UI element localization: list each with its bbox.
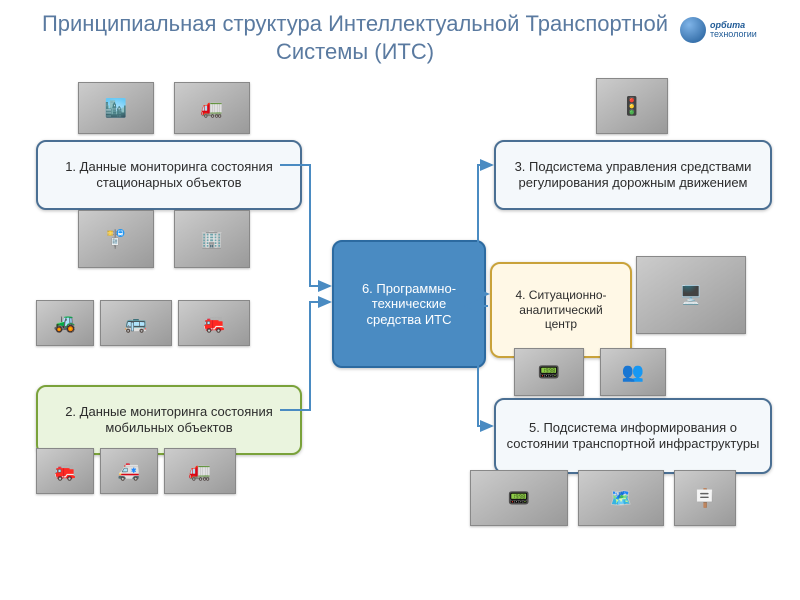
node-label: 4. Ситуационно-аналитический центр bbox=[502, 288, 620, 331]
thumb-mr1: 🖥️ bbox=[636, 256, 746, 334]
node-label: 1. Данные мониторинга состояния стациона… bbox=[48, 159, 290, 190]
node-its-core: 6. Программно-технические средства ИТС bbox=[332, 240, 486, 368]
thumb-v4: 🚒 bbox=[36, 448, 94, 494]
thumb-tl1: 🏙️ bbox=[78, 82, 154, 134]
node-label: 6. Программно-технические средства ИТС bbox=[344, 281, 474, 328]
thumb-ml1: 🚏 bbox=[78, 210, 154, 268]
thumb-b1: 📟 bbox=[470, 470, 568, 526]
thumb-tr1: 🚦 bbox=[596, 78, 668, 134]
thumb-b2: 🗺️ bbox=[578, 470, 664, 526]
node-analytical-center: 4. Ситуационно-аналитический центр bbox=[490, 262, 632, 358]
node-monitoring-mobile: 2. Данные мониторинга состояния мобильны… bbox=[36, 385, 302, 455]
node-monitoring-stationary: 1. Данные мониторинга состояния стациона… bbox=[36, 140, 302, 210]
thumb-tl2: 🚛 bbox=[174, 82, 250, 134]
node-information-subsystem: 5. Подсистема информирования о состоянии… bbox=[494, 398, 772, 474]
globe-icon bbox=[680, 17, 706, 43]
page-title: Принципиальная структура Интеллектуально… bbox=[30, 10, 680, 65]
thumb-v5: 🚑 bbox=[100, 448, 158, 494]
brand-logo: орбита технологии bbox=[680, 6, 790, 54]
thumb-v6: 🚛 bbox=[164, 448, 236, 494]
brand-subline: технологии bbox=[710, 30, 757, 39]
thumb-v1: 🚜 bbox=[36, 300, 94, 346]
thumb-v2: 🚌 bbox=[100, 300, 172, 346]
node-traffic-control: 3. Подсистема управления средствами регу… bbox=[494, 140, 772, 210]
thumb-ml2: 🏢 bbox=[174, 210, 250, 268]
thumb-b3: 🪧 bbox=[674, 470, 736, 526]
thumb-mr2: 📟 bbox=[514, 348, 584, 396]
node-label: 2. Данные мониторинга состояния мобильны… bbox=[48, 404, 290, 435]
node-label: 5. Подсистема информирования о состоянии… bbox=[506, 420, 760, 451]
node-label: 3. Подсистема управления средствами регу… bbox=[506, 159, 760, 190]
thumb-mr3: 👥 bbox=[600, 348, 666, 396]
thumb-v3: 🚒 bbox=[178, 300, 250, 346]
